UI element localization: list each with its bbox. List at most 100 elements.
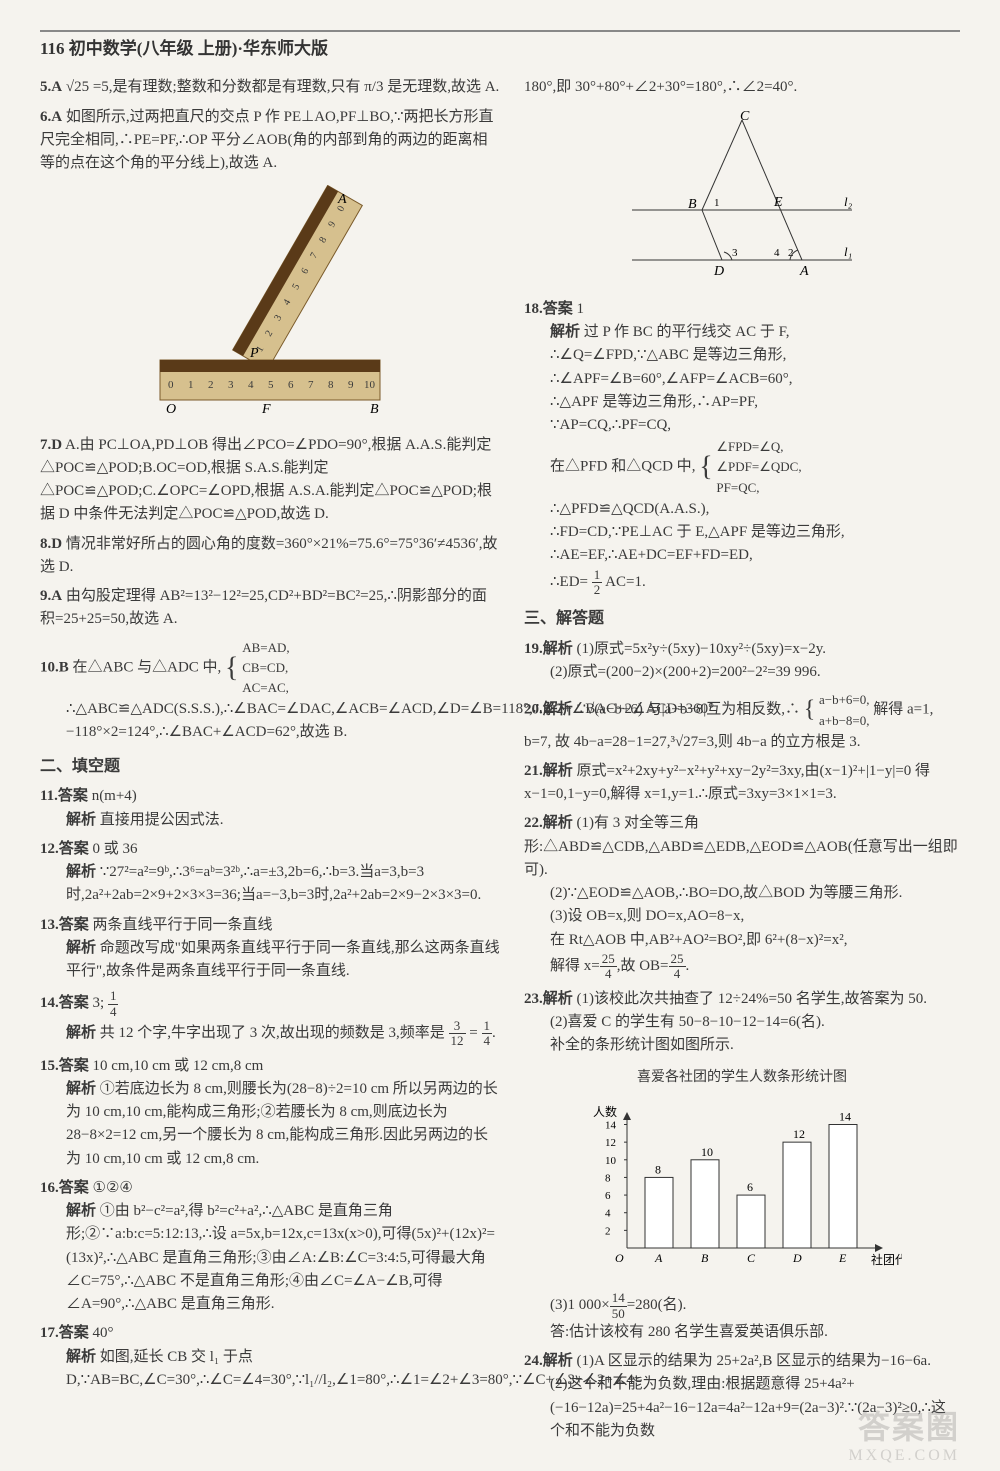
section-3-title: 三、解答题 (524, 607, 960, 632)
svg-text:12: 12 (605, 1137, 616, 1149)
svg-text:O: O (615, 1251, 624, 1265)
q9-text: 由勾股定理得 AB²=13²−12²=25,CD²+BD²=BC²=25,∴阴影… (40, 588, 487, 627)
q18-l: ∴△APF 是等边三角形,∴AP=PF, (550, 394, 758, 410)
ruler-figure: 123 456 789 0 012 345 678 910 A P O F B (40, 185, 500, 423)
q15-ans: 10 cm,10 cm 或 12 cm,8 cm (93, 1058, 264, 1074)
q9: 9.A 由勾股定理得 AB²=13²−12²=25,CD²+BD²=BC²=25… (40, 585, 500, 632)
q19-l2: (2)原式=(200−2)×(200+2)=200²−2²=39 996. (524, 661, 960, 684)
q18-l: ∴△PFD≌△QCD(A.A.S.), (550, 501, 709, 517)
q20-num: 20.解析 (524, 702, 573, 718)
brace-line: ∠PDF=∠QDC, (716, 459, 801, 474)
q18-l: ∴AE=EF,∴AE+DC=EF+FD=ED, (550, 547, 753, 563)
svg-text:D: D (792, 1251, 802, 1265)
svg-text:1: 1 (188, 379, 194, 391)
q23-l: (1)该校此次共抽查了 12÷24%=50 名学生,故答案为 50. (577, 991, 927, 1007)
q21: 21.解析 原式=x²+2xy+y²−x²+y²+xy−2y²=3xy,由(x−… (524, 760, 960, 807)
q18-num: 18.答案 (524, 301, 573, 317)
q12-num: 12.答案 (40, 841, 89, 857)
svg-text:E: E (838, 1251, 847, 1265)
label-B: B (370, 402, 379, 415)
q23-l: (2)喜爱 C 的学生有 50−8−10−12−14=6(名). (524, 1011, 960, 1034)
q16-num: 16.答案 (40, 1180, 89, 1196)
q6: 6.A 如图所示,过两把直尺的交点 P 作 PE⊥AO,PF⊥BO,∵两把长方形… (40, 106, 500, 176)
svg-text:4: 4 (774, 247, 780, 259)
q22-l: (1)有 3 对全等三角形:△ABD≌△CDB,△ABD≌△EDB,△EOD≌△… (524, 815, 958, 878)
q24-num: 24.解析 (524, 1353, 573, 1369)
q19: 19.解析 (1)原式=5x²y÷(5xy)−10xy²÷(5xy)=x−2y.… (524, 638, 960, 685)
svg-text:6: 6 (747, 1180, 753, 1194)
q24-l: (2)这个和不能为负数,理由:根据题意得 25+4a²+(−16−12a)=25… (524, 1373, 960, 1443)
q18-l: ∵AP=CQ,∴PF=CQ, (550, 417, 671, 433)
brace-line: a+b−8=0, (819, 713, 870, 728)
q16: 16.答案 ①②④ 解析 ①由 b²−c²=a²,得 b²=c²+a²,∴△AB… (40, 1177, 500, 1317)
svg-text:1: 1 (714, 197, 720, 209)
q18-ans: 1 (577, 301, 585, 317)
svg-text:8: 8 (655, 1162, 661, 1176)
q22-l: (2)∵△EOD≌△AOB,∴BO=DO,故△BOD 为等腰三角形. (524, 882, 960, 905)
svg-text:3: 3 (732, 247, 738, 259)
q9-num: 9.A (40, 588, 62, 604)
label-O: O (166, 402, 176, 415)
q16-ans: ①②④ (93, 1180, 133, 1196)
q20-t1: ∵√(a−b+6) 与|a+b−8|互为相反数,∴ (577, 702, 800, 718)
q15-expl: ①若底边长为 8 cm,则腰长为(28−8)÷2=10 cm 所以另两边的长为 … (66, 1081, 498, 1167)
svg-text:l₂: l₂ (844, 194, 853, 209)
q17: 17.答案 40° 解析 如图,延长 CB 交 l₁ 于点 D,∵AB=BC,∠… (40, 1322, 500, 1392)
q10-t2: ∴△ABC≌△ADC(S.S.S.),∴∠BAC=∠DAC,∠ACB=∠ACD,… (40, 698, 500, 745)
svg-text:14: 14 (605, 1119, 617, 1131)
q17-num: 17.答案 (40, 1325, 89, 1341)
svg-text:6: 6 (288, 379, 294, 391)
svg-text:10: 10 (605, 1155, 617, 1167)
q8-num: 8.D (40, 536, 62, 552)
q16-expl: ①由 b²−c²=a²,得 b²=c²+a²,∴△ABC 是直角三角形;②∵a:… (66, 1203, 495, 1312)
chart-title: 喜爱各社团的学生人数条形统计图 (524, 1067, 960, 1089)
brace-line: PF=QC, (716, 480, 759, 495)
svg-text:2: 2 (605, 1225, 611, 1237)
q11-expl: 直接用提公因式法. (100, 812, 224, 828)
svg-text:7: 7 (308, 379, 314, 391)
q24: 24.解析 (1)A 区显示的结果为 25+2a²,B 区显示的结果为−16−6… (524, 1350, 960, 1443)
label-A: A (337, 192, 347, 207)
q10-num: 10.B (40, 659, 69, 675)
svg-text:14: 14 (839, 1109, 851, 1123)
q5: 5.A √25 =5,是有理数;整数和分数都是有理数,只有 π/3 是无理数,故… (40, 76, 500, 99)
q22-l: (3)设 OB=x,则 DO=x,AO=8−x, (524, 905, 960, 928)
q15: 15.答案 10 cm,10 cm 或 12 cm,8 cm 解析 ①若底边长为… (40, 1055, 500, 1171)
svg-text:B: B (688, 197, 697, 212)
q7: 7.D A.由 PC⊥OA,PD⊥OB 得出∠PCO=∠PDO=90°,根据 A… (40, 434, 500, 527)
svg-text:A: A (799, 264, 809, 279)
svg-text:4: 4 (605, 1208, 611, 1220)
svg-text:人数: 人数 (593, 1104, 617, 1119)
svg-text:9: 9 (348, 379, 354, 391)
svg-text:5: 5 (268, 379, 274, 391)
q15-num: 15.答案 (40, 1058, 89, 1074)
svg-text:10: 10 (701, 1145, 713, 1159)
svg-text:E: E (773, 195, 783, 210)
brace-line: a−b+6=0, (819, 692, 870, 707)
triangle-figure: C B E D A l₂ l₁ 1 2 3 4 (524, 110, 960, 288)
brace-line: CB=CD, (242, 660, 288, 675)
q23-num: 23.解析 (524, 991, 573, 1007)
svg-text:2: 2 (208, 379, 214, 391)
q5-num: 5.A (40, 79, 62, 95)
q7-text: A.由 PC⊥OA,PD⊥OB 得出∠PCO=∠PDO=90°,根据 A.A.S… (40, 437, 492, 523)
svg-text:B: B (701, 1251, 709, 1265)
brace-line: AB=AD, (242, 640, 289, 655)
q18-l: 过 P 作 BC 的平行线交 AC 于 F, (584, 324, 790, 340)
q12-expl: ∵27²=a²=9ᵇ,∴3⁶=aᵇ=3²ᵇ,∴a=±3,2b=6,∴b=3.当a… (66, 864, 481, 903)
svg-text:3: 3 (228, 379, 234, 391)
q14-num: 14.答案 (40, 996, 89, 1012)
q11-ans: n(m+4) (92, 788, 137, 804)
q19-num: 19.解析 (524, 641, 573, 657)
q13: 13.答案 两条直线平行于同一条直线 解析 命题改写成"如果两条直线平行于同一条… (40, 914, 500, 984)
q21-text: 原式=x²+2xy+y²−x²+y²+xy−2y²=3xy,由(x−1)²+|1… (524, 763, 930, 802)
q14-expl: 共 12 个字,牛字出现了 3 次,故出现的频数是 3,频率是 (100, 1025, 449, 1041)
svg-text:8: 8 (328, 379, 334, 391)
content-columns: 5.A √25 =5,是有理数;整数和分数都是有理数,只有 π/3 是无理数,故… (40, 76, 960, 1449)
q18-l: 在△PFD 和△QCD 中, (550, 459, 695, 475)
q20: 20.解析 ∵√(a−b+6) 与|a+b−8|互为相反数,∴ { a−b+6=… (524, 690, 960, 754)
svg-text:l₁: l₁ (844, 244, 852, 259)
q6-text: 如图所示,过两把直尺的交点 P 作 PE⊥AO,PF⊥BO,∵两把长方形直尺完全… (40, 109, 494, 172)
svg-text:8: 8 (605, 1172, 611, 1184)
q10-t1: 在△ABC 与△ADC 中, (73, 659, 222, 675)
